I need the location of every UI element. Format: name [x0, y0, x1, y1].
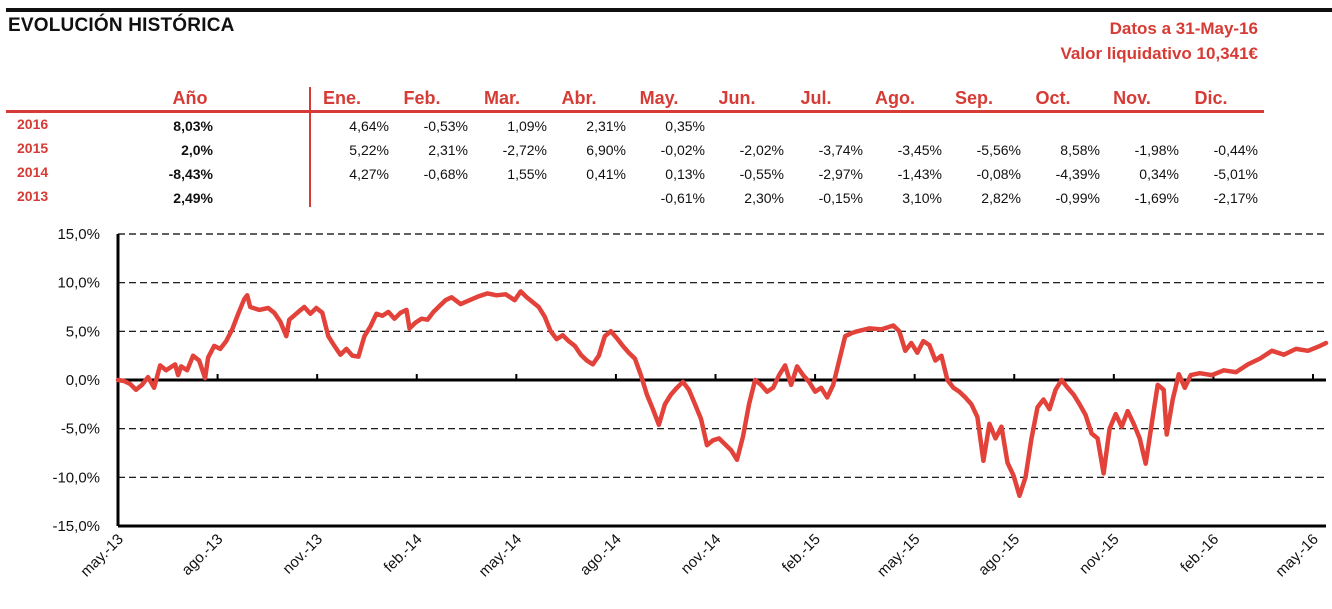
x-tick-label: feb.-15 [779, 531, 824, 576]
axes [116, 234, 1326, 528]
y-tick-label: -10,0% [52, 469, 100, 486]
monthly-return-cell: 3,10% [902, 190, 942, 206]
row-year: 2015 [17, 140, 49, 156]
info-block: Datos a 31-May-16 Valor liquidativo 10,3… [1061, 16, 1258, 66]
monthly-return-cell: -0,08% [976, 166, 1021, 182]
monthly-return-cell: 2,82% [981, 190, 1021, 206]
series-line [115, 289, 1329, 499]
x-tick-label: may.-15 [874, 531, 924, 581]
monthly-return-cell: 2,30% [744, 190, 784, 206]
monthly-return-cell: -4,39% [1055, 166, 1100, 182]
x-tick-label: ago.-13 [178, 531, 226, 579]
x-tick-label: nov.-14 [678, 531, 725, 578]
y-tick-label: 5,0% [66, 323, 100, 340]
y-tick-label: 15,0% [57, 226, 100, 243]
header-rule [6, 8, 1332, 12]
monthly-return-cell: -0,68% [423, 166, 468, 182]
month-header: Mar. [483, 88, 521, 108]
x-tick-label: may.-16 [1272, 531, 1322, 581]
y-axis-labels: 15,0% 10,0% 5,0% 0,0% -5,0% -10,0% -15,0% [52, 226, 100, 535]
monthly-return-cell: 0,35% [665, 118, 705, 134]
row-annual-return: 2,49% [173, 190, 213, 206]
row-year: 2014 [17, 164, 49, 180]
monthly-return-cell: -5,56% [976, 142, 1021, 158]
monthly-return-cell: 1,09% [507, 118, 547, 134]
nav-value-label: Valor liquidativo 10,341€ [1060, 44, 1258, 63]
monthly-return-cell: 6,90% [586, 142, 626, 158]
x-tick-label: nov.-13 [279, 531, 326, 578]
y-tick-label: -5,0% [61, 421, 100, 438]
monthly-return-cell: 0,34% [1139, 166, 1179, 182]
row-annual-return: 8,03% [173, 118, 213, 134]
monthly-return-cell: 2,31% [586, 118, 626, 134]
x-tick-label: feb.-16 [1177, 531, 1222, 576]
monthly-return-cell: 0,13% [665, 166, 705, 182]
monthly-return-cell: 2,31% [428, 142, 468, 158]
monthly-return-cell: -0,61% [660, 190, 705, 206]
row-year: 2016 [17, 116, 49, 132]
x-tick-label: feb.-14 [381, 531, 426, 576]
x-axis-labels: may.-13 ago.-13 nov.-13 feb.-14 may.-14 ago.-… [77, 531, 1322, 581]
monthly-return-cell: -0,53% [423, 118, 468, 134]
monthly-return-cell: -3,45% [897, 142, 942, 158]
row-annual-return: 2,0% [181, 142, 213, 158]
monthly-return-cell: -1,69% [1134, 190, 1179, 206]
month-header: Ago. [875, 88, 915, 108]
grid-lines [118, 233, 1326, 478]
monthly-return-cell: -3,74% [818, 142, 863, 158]
monthly-return-cell: -1,98% [1134, 142, 1179, 158]
monthly-return-cell: -2,02% [739, 142, 784, 158]
month-header: Jul. [800, 88, 832, 108]
monthly-return-cell: 4,27% [349, 166, 389, 182]
month-header: Sep. [954, 88, 993, 108]
page-title: EVOLUCIÓN HISTÓRICA [8, 15, 235, 36]
row-year: 2013 [17, 188, 49, 204]
monthly-return-cell: 5,22% [349, 142, 389, 158]
row-annual-return: -8,43% [168, 166, 213, 182]
month-header: Abr. [561, 88, 597, 108]
table-vertical-separator [309, 87, 311, 207]
month-header: Ene. [322, 88, 361, 108]
monthly-return-cell: -0,99% [1055, 190, 1100, 206]
monthly-return-cell: -2,97% [818, 166, 863, 182]
monthly-return-cell: -0,44% [1213, 142, 1258, 158]
monthly-return-cell: -0,02% [660, 142, 705, 158]
year-header: Año [172, 88, 208, 108]
x-tick-label: nov.-15 [1076, 531, 1123, 578]
monthly-return-cell: -2,72% [502, 142, 547, 158]
monthly-return-cell: -5,01% [1213, 166, 1258, 182]
monthly-return-cell: 8,58% [1060, 142, 1100, 158]
x-tick-label: may.-14 [476, 531, 526, 581]
y-tick-label: 10,0% [57, 275, 100, 292]
monthly-return-cell: -0,55% [739, 166, 784, 182]
month-header: Oct. [1035, 88, 1071, 108]
monthly-return-cell: 4,64% [349, 118, 389, 134]
data-date-label: Datos a 31-May-16 [1109, 19, 1258, 38]
table-header-rule [6, 110, 1264, 113]
monthly-return-cell: 0,41% [586, 166, 626, 182]
monthly-return-cell: 1,55% [507, 166, 547, 182]
month-header: Dic. [1194, 88, 1228, 108]
monthly-return-cell: -0,15% [818, 190, 863, 206]
y-tick-label: -15,0% [52, 518, 100, 535]
y-tick-label: 0,0% [66, 372, 100, 389]
x-tick-label: ago.-15 [975, 531, 1023, 579]
month-header: Feb. [403, 88, 441, 108]
month-header: May. [639, 88, 679, 108]
x-tick-label: ago.-14 [577, 531, 625, 579]
monthly-return-cell: -1,43% [897, 166, 942, 182]
month-header: Jun. [718, 88, 756, 108]
x-tick-label: may.-13 [77, 531, 127, 581]
monthly-return-cell: -2,17% [1213, 190, 1258, 206]
month-header: Nov. [1113, 88, 1151, 108]
